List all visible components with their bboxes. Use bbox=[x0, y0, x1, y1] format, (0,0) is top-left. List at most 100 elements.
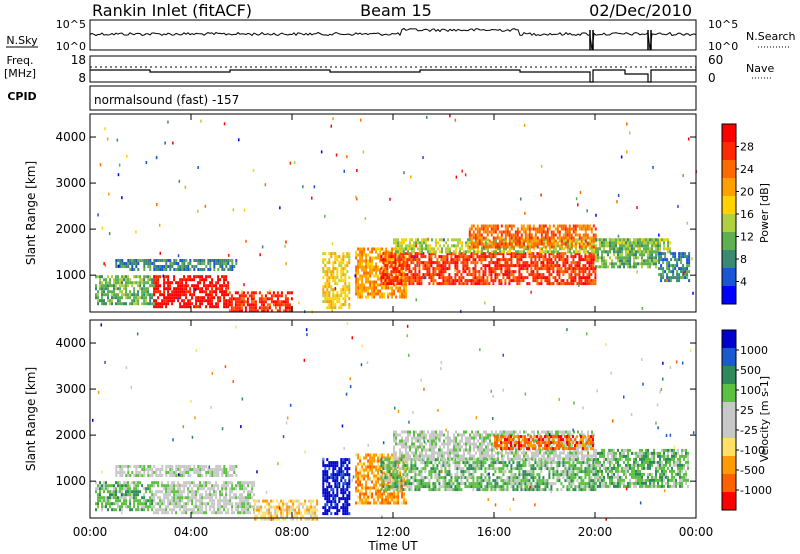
power-cell-8 bbox=[526, 236, 529, 240]
velocity-cell-0 bbox=[115, 493, 117, 497]
power-cell-6 bbox=[490, 261, 493, 265]
power-cell-8 bbox=[500, 242, 503, 246]
velocity-cell-1 bbox=[169, 468, 172, 471]
power-cell-1 bbox=[167, 265, 170, 268]
power-cell-4 bbox=[328, 297, 331, 301]
power-cell-6 bbox=[400, 279, 403, 283]
velocity-cell-2 bbox=[157, 481, 160, 485]
power-cell-6 bbox=[518, 267, 521, 271]
power-noise bbox=[331, 309, 333, 313]
power-cell-6 bbox=[498, 282, 501, 286]
velocity-cell-1 bbox=[135, 465, 138, 468]
power-cell-4 bbox=[332, 291, 335, 295]
power-cell-6 bbox=[454, 258, 457, 262]
power-cell-9 bbox=[597, 238, 599, 242]
velocity-cell-2 bbox=[183, 502, 186, 506]
velocity-cell-2 bbox=[249, 490, 252, 494]
power-cell-8 bbox=[564, 227, 567, 231]
velocity-cell-5 bbox=[369, 489, 372, 493]
power-cell-9 bbox=[653, 241, 655, 245]
velocity-cell-2 bbox=[235, 505, 238, 509]
power-cell-10 bbox=[668, 270, 671, 274]
power-cell-6 bbox=[450, 282, 453, 286]
power-cell-8 bbox=[540, 236, 543, 240]
power-cell-4 bbox=[344, 291, 347, 295]
power-cell-7 bbox=[575, 238, 577, 242]
power-cell-7 bbox=[421, 238, 423, 242]
power-cell-8 bbox=[506, 245, 509, 249]
velocity-cell-0 bbox=[125, 505, 127, 509]
power-cell-8 bbox=[476, 227, 479, 231]
velocity-cell-4 bbox=[330, 488, 333, 492]
power-cell-6 bbox=[518, 276, 521, 280]
velocity-cell-3 bbox=[262, 517, 265, 521]
power-cell-6 bbox=[508, 258, 511, 262]
power-cell-6 bbox=[454, 276, 457, 280]
power-cell-6 bbox=[430, 264, 433, 268]
velocity-cell-2 bbox=[165, 484, 168, 488]
power-cell-7 bbox=[433, 247, 435, 251]
power-cell-7 bbox=[525, 247, 527, 251]
power-cell-5 bbox=[379, 295, 382, 299]
power-cell-9 bbox=[607, 241, 609, 245]
power-cell-6 bbox=[464, 261, 467, 265]
power-cell-6 bbox=[428, 261, 431, 265]
velocity-cell-4 bbox=[332, 497, 335, 501]
power-cell-6 bbox=[544, 276, 547, 280]
power-cell-6 bbox=[532, 255, 535, 259]
power-cell-8 bbox=[508, 233, 511, 237]
power-cell-6 bbox=[468, 258, 471, 262]
velocity-cell-4 bbox=[324, 512, 327, 516]
velocity-cell-2 bbox=[191, 490, 194, 494]
power-cell-1 bbox=[115, 259, 118, 262]
velocity-cell-0 bbox=[113, 496, 115, 500]
power-cell-0 bbox=[101, 284, 103, 288]
power-cell-7 bbox=[669, 247, 671, 251]
power-cell-5 bbox=[359, 259, 362, 263]
velocity-cell-5 bbox=[371, 492, 374, 496]
power-cell-7 bbox=[593, 250, 595, 254]
power-cell-7 bbox=[431, 238, 433, 242]
velocity-cell-2 bbox=[243, 499, 246, 503]
power-cell-9 bbox=[657, 253, 659, 257]
power-cell-3 bbox=[254, 309, 257, 313]
power-cell-5 bbox=[367, 277, 370, 281]
power-cell-2 bbox=[167, 302, 170, 306]
power-cell-7 bbox=[435, 244, 437, 248]
velocity-cell-2 bbox=[175, 496, 178, 500]
power-cell-4 bbox=[336, 258, 339, 262]
power-noise bbox=[313, 185, 316, 189]
velocity-cell-4 bbox=[328, 509, 331, 513]
power-cell-2 bbox=[199, 299, 202, 303]
power-cell-8 bbox=[476, 239, 479, 243]
power-noise bbox=[617, 234, 620, 238]
power-cell-7 bbox=[529, 241, 531, 245]
power-cell-5 bbox=[387, 286, 390, 290]
power-cell-6 bbox=[502, 264, 505, 268]
power-cell-4 bbox=[340, 279, 343, 283]
power-cell-2 bbox=[157, 305, 160, 309]
power-cell-8 bbox=[580, 239, 583, 243]
velocity-cell-5 bbox=[391, 453, 394, 457]
power-cell-6 bbox=[438, 267, 441, 271]
power-cell-4 bbox=[330, 252, 333, 256]
velocity-cell-2 bbox=[153, 481, 156, 485]
power-cell-9 bbox=[651, 250, 653, 254]
power-cell-6 bbox=[574, 273, 577, 277]
power-cell-5 bbox=[357, 262, 360, 266]
velocity-cell-2 bbox=[193, 484, 196, 488]
velocity-cell-0 bbox=[113, 484, 115, 488]
velocity-cell-1 bbox=[127, 474, 130, 477]
power-cell-6 bbox=[570, 279, 573, 283]
velocity-cell-2 bbox=[221, 493, 224, 497]
power-cell-1 bbox=[155, 268, 158, 271]
velocity-cell-4 bbox=[346, 473, 349, 477]
power-cell-8 bbox=[526, 242, 529, 246]
velocity-cell-2 bbox=[167, 505, 170, 509]
power-cell-0 bbox=[147, 278, 150, 282]
power-cell-6 bbox=[546, 264, 549, 268]
power-cell-7 bbox=[541, 247, 543, 251]
power-cell-0 bbox=[101, 287, 103, 291]
velocity-cell-4 bbox=[328, 482, 331, 486]
velocity-cell-5 bbox=[355, 465, 358, 469]
